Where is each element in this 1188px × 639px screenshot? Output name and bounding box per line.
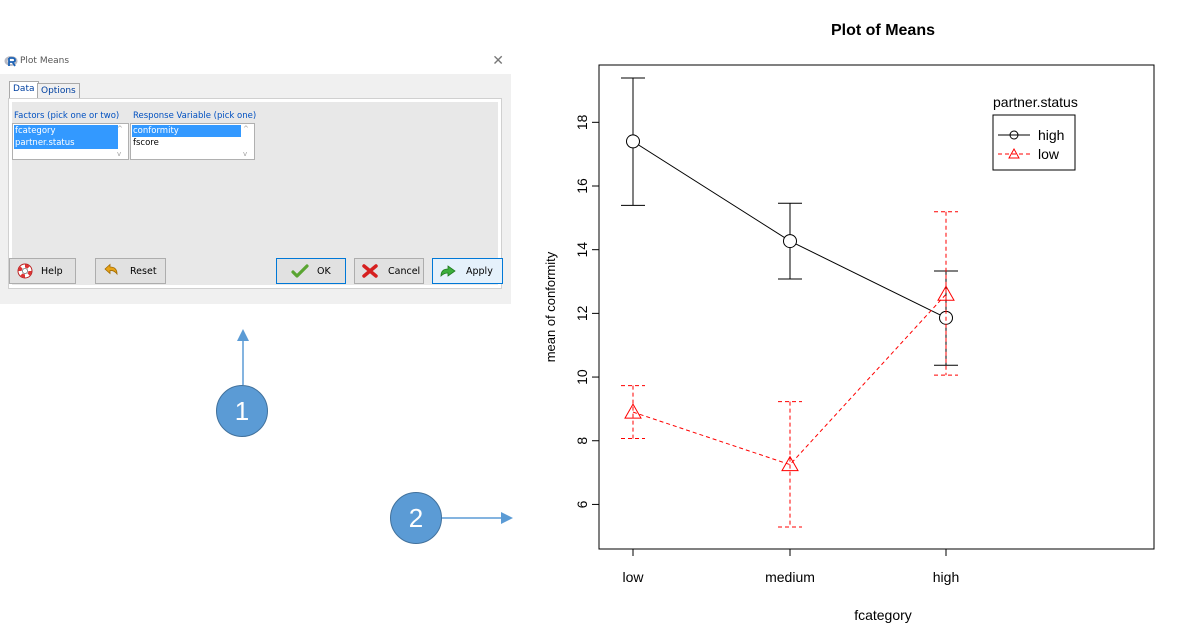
series-line-low: [632, 293, 947, 466]
dialog-titlebar[interactable]: Plot Means ✕: [0, 50, 511, 74]
reset-button[interactable]: Reset: [95, 258, 166, 284]
data-point-low: [781, 455, 799, 472]
response-item-fscore[interactable]: fscore: [133, 138, 159, 148]
x-tick-label: low: [622, 569, 644, 585]
forward-arrow-icon: [440, 265, 456, 277]
y-tick-label: 8: [574, 437, 590, 445]
scroll-down-icon[interactable]: v: [243, 150, 248, 158]
apply-label: Apply: [466, 266, 493, 277]
close-icon[interactable]: ✕: [492, 53, 504, 69]
apply-button[interactable]: Apply: [432, 258, 503, 284]
factor-item-fcategory[interactable]: fcategory: [14, 125, 118, 137]
help-label: Help: [41, 266, 63, 277]
cancel-label: Cancel: [388, 266, 421, 277]
y-tick-label: 6: [574, 500, 590, 508]
r-logo-icon: [4, 56, 18, 67]
data-point-low: [937, 285, 955, 301]
y-tick-label: 16: [574, 178, 590, 194]
x-axis-label: fcategory: [854, 607, 912, 623]
data-point-low: [624, 403, 642, 419]
factor-item-partner-status[interactable]: partner.status: [14, 137, 118, 149]
ok-button[interactable]: OK: [276, 258, 346, 284]
help-button[interactable]: Help: [9, 258, 76, 284]
legend: partner.status high low: [992, 94, 1078, 171]
cancel-button[interactable]: Cancel: [354, 258, 424, 284]
factors-listbox[interactable]: fcategory partner.status ^ v: [12, 123, 129, 160]
response-label: Response Variable (pick one): [133, 111, 257, 121]
scroll-up-icon[interactable]: ^: [243, 125, 249, 133]
response-scrollbar[interactable]: ^ v: [242, 125, 253, 158]
legend-marker-low: [1008, 147, 1020, 159]
factors-scrollbar[interactable]: ^ v: [116, 125, 127, 158]
data-point-high: [626, 134, 640, 149]
x-tick-label: medium: [765, 569, 815, 585]
series-line-high: [632, 140, 947, 319]
checkmark-icon: [291, 264, 309, 278]
x-tick-label: high: [933, 569, 959, 585]
legend-title: partner.status: [993, 94, 1078, 110]
legend-box: [992, 114, 1076, 171]
reset-label: Reset: [130, 266, 157, 277]
y-tick-label: 18: [574, 114, 590, 130]
chart-title: Plot of Means: [831, 22, 935, 39]
y-axis-label: mean of conformity: [543, 251, 558, 362]
tab-data[interactable]: Data: [9, 81, 39, 98]
factors-label: Factors (pick one or two): [14, 111, 120, 121]
data-point-high: [783, 234, 797, 249]
lifebuoy-icon: [17, 263, 33, 279]
scroll-down-icon[interactable]: v: [117, 150, 122, 158]
plot-frame: [598, 64, 1155, 550]
y-tick-label: 14: [574, 242, 590, 258]
y-tick-label: 12: [574, 305, 590, 321]
legend-label-low: low: [1038, 146, 1060, 162]
plot-means-dialog: Plot Means ✕ Data Options Factors (pick …: [0, 50, 511, 304]
ok-label: OK: [317, 266, 331, 277]
response-item-conformity[interactable]: conformity: [132, 125, 241, 137]
undo-arrow-icon: [104, 263, 118, 276]
data-point-high: [939, 310, 953, 325]
callout-1: 1: [216, 385, 268, 437]
legend-marker-high: [1009, 130, 1019, 140]
red-x-icon: [362, 264, 378, 278]
dialog-title: Plot Means: [20, 56, 70, 66]
callout-2: 2: [390, 492, 442, 544]
tab-options[interactable]: Options: [37, 83, 80, 98]
y-tick-label: 10: [574, 369, 590, 385]
scroll-up-icon[interactable]: ^: [117, 125, 123, 133]
legend-label-high: high: [1038, 127, 1064, 143]
response-listbox[interactable]: conformity fscore ^ v: [130, 123, 255, 160]
